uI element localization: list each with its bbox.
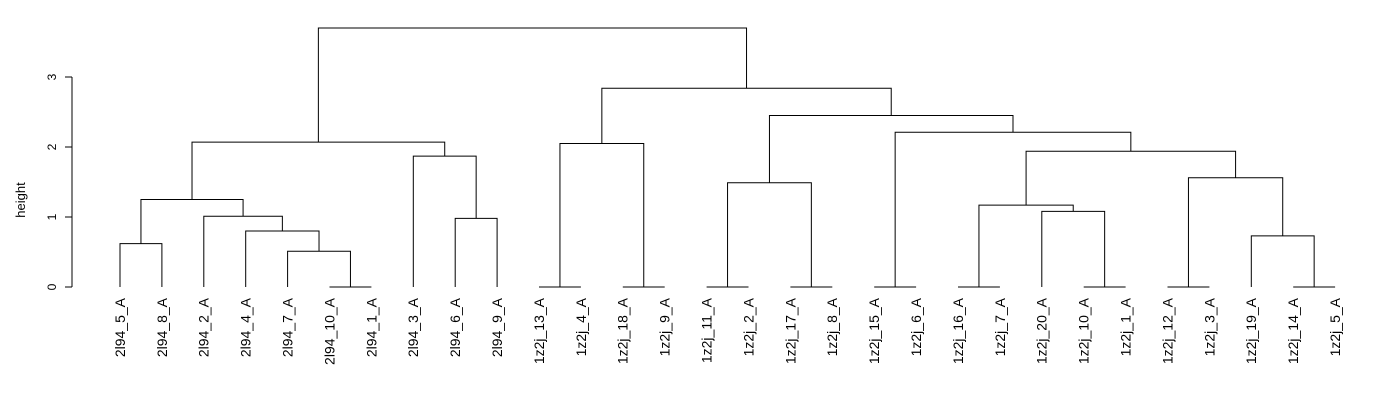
leaf-label: 1z2j_19_A bbox=[1243, 297, 1259, 364]
leaf-label: 1z2j_18_A bbox=[615, 297, 631, 364]
leaf-label: 1z2j_5_A bbox=[1327, 297, 1343, 356]
leaf-label: 1z2j_14_A bbox=[1285, 297, 1301, 364]
dendrogram-branch bbox=[1187, 177, 1284, 287]
leaf-label: 1z2j_20_A bbox=[1034, 297, 1050, 364]
dendrogram-branch bbox=[454, 217, 498, 287]
dendrogram-branch bbox=[203, 215, 283, 287]
leaf-labels: 2l94_5_A 2l94_8_A 2l94_2_A 2l94_4_A 2l94_7_A… bbox=[112, 297, 1343, 365]
dendrogram-branch bbox=[1041, 210, 1106, 287]
leaf-label: 1z2j_17_A bbox=[782, 297, 798, 364]
leaf-label: 2l94_1_A bbox=[363, 297, 379, 357]
y-axis: 0 1 2 3 bbox=[45, 73, 73, 290]
leaf-label: 1z2j_12_A bbox=[1159, 297, 1175, 364]
leaf-label: 2l94_6_A bbox=[447, 297, 463, 357]
y-axis-title: height bbox=[13, 182, 28, 218]
y-tick-label: 2 bbox=[45, 143, 59, 150]
dendrogram-branch bbox=[245, 230, 320, 287]
dendrogram-branch bbox=[119, 243, 163, 287]
leaf-label: 2l94_7_A bbox=[280, 297, 296, 357]
leaf-label: 1z2j_7_A bbox=[992, 297, 1008, 356]
leaf-label: 2l94_10_A bbox=[321, 297, 337, 365]
leaf-label: 1z2j_6_A bbox=[908, 297, 924, 356]
y-tick-label: 0 bbox=[45, 283, 59, 290]
leaf-label: 1z2j_9_A bbox=[657, 297, 673, 356]
leaf-label: 1z2j_15_A bbox=[866, 297, 882, 364]
dendrogram-branch bbox=[559, 143, 645, 287]
leaf-label: 1z2j_2_A bbox=[740, 297, 756, 356]
leaf-label: 2l94_2_A bbox=[196, 297, 212, 357]
leaf-label: 2l94_5_A bbox=[112, 297, 128, 357]
leaf-label: 1z2j_8_A bbox=[824, 297, 840, 356]
leaf-label: 1z2j_4_A bbox=[573, 297, 589, 356]
leaf-label: 1z2j_1_A bbox=[1118, 297, 1134, 356]
dendrogram-branch bbox=[317, 27, 748, 143]
dendrogram-branch bbox=[894, 131, 1132, 287]
leaf-label: 1z2j_16_A bbox=[950, 297, 966, 364]
leaf-label: 1z2j_3_A bbox=[1201, 297, 1217, 356]
dendrogram-branch bbox=[768, 115, 1014, 183]
dendrogram-branch bbox=[1250, 235, 1315, 287]
dendrogram-branch bbox=[287, 250, 351, 287]
dendrogram-branch bbox=[727, 182, 812, 287]
dendrogram-branch bbox=[978, 204, 1074, 287]
dendrogram-branches bbox=[119, 27, 1336, 288]
leaf-label: 2l94_4_A bbox=[238, 297, 254, 357]
dendrogram-branch bbox=[412, 155, 477, 287]
leaf-label: 2l94_8_A bbox=[154, 297, 170, 357]
leaf-label: 1z2j_13_A bbox=[531, 297, 547, 364]
y-tick-label: 1 bbox=[45, 213, 59, 220]
y-tick-label: 3 bbox=[45, 73, 59, 80]
leaf-label: 2l94_3_A bbox=[405, 297, 421, 357]
dendrogram-branch bbox=[191, 141, 446, 200]
leaf-label: 1z2j_11_A bbox=[699, 297, 715, 363]
leaf-label: 2l94_9_A bbox=[489, 297, 505, 357]
leaf-label: 1z2j_10_A bbox=[1076, 297, 1092, 364]
dendrogram-branch bbox=[140, 199, 244, 244]
